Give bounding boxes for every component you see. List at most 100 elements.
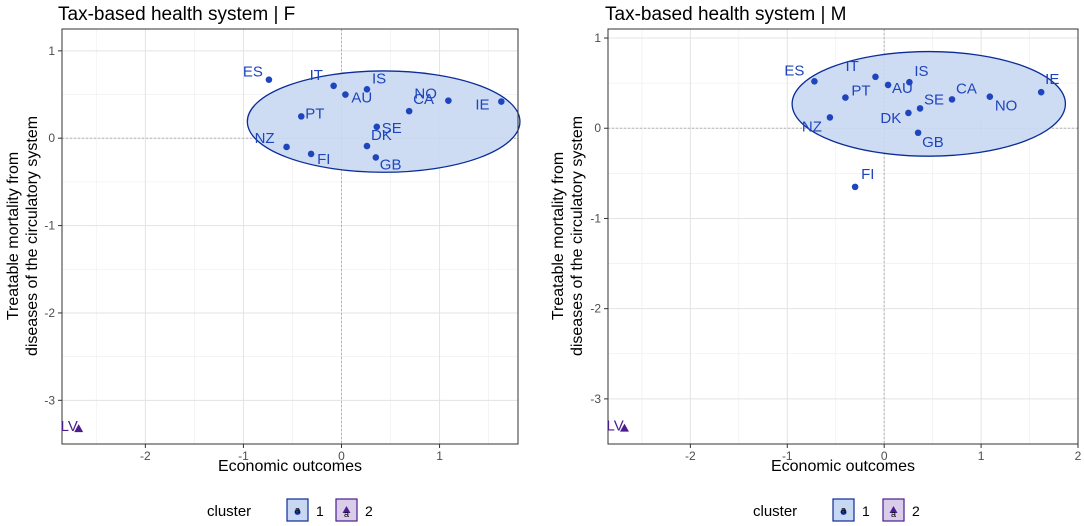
panel-male-title: Tax-based health system | M: [605, 4, 846, 25]
panel-male-point-dk: [905, 109, 912, 117]
panel-male-y-ticks: -3 -2 -1 0 1: [590, 31, 608, 406]
panel-male-label-gb: GB: [922, 134, 944, 151]
legend-female-label-1: 1: [316, 503, 324, 519]
panel-male-point-es: [811, 78, 818, 85]
panel-female-title: Tax-based health system | F: [58, 4, 295, 25]
panel-female-label-no: NO: [414, 86, 437, 103]
panel-male-points: ES IT IS IE PT AU CA SE NO NZ DK GB FI LV: [606, 58, 1059, 435]
legend-female-title: cluster: [207, 503, 251, 520]
panel-male-ytick-label: -1: [590, 211, 601, 225]
panel-female-label-pt: PT: [305, 105, 324, 122]
panel-male-xtick-label: 0: [881, 449, 888, 463]
legend-male-key-1-dot: [840, 509, 847, 515]
panel-male-xtick-label: 2: [1075, 449, 1082, 463]
panel-male-label-pt: PT: [851, 83, 870, 100]
panel-female-label-it: IT: [310, 67, 323, 84]
panel-male-label-it: IT: [845, 58, 858, 75]
legend-male-key-2-triangle: [889, 506, 898, 513]
panel-female-point-no: [445, 97, 452, 104]
panel-female-point-ie: [498, 98, 505, 105]
panel-female-label-is: IS: [372, 70, 386, 87]
panel-male-point-fi: [851, 183, 859, 191]
panel-female-ytick-label: 1: [48, 44, 55, 58]
panel-female-ylabel-line1: Treatable mortality from: [5, 152, 22, 320]
panel-female-ytick-label: -2: [44, 306, 55, 320]
panel-female-point-pt: [297, 113, 305, 120]
panel-female-point-dk: [363, 142, 371, 150]
panel-female-xtick-label: -2: [140, 449, 151, 463]
panel-male-point-pt: [842, 94, 849, 101]
panel-female-point-gb: [372, 154, 380, 161]
panel-male-label-au: AU: [892, 80, 913, 97]
panel-male-label-dk: DK: [880, 110, 901, 127]
panel-female-point-se: [373, 123, 381, 131]
panel-male-point-ca: [948, 96, 956, 103]
panel-female-point-nz: [283, 143, 290, 151]
panel-female-label-dk: DK: [371, 127, 392, 144]
panel-female-label-au: AU: [351, 90, 372, 107]
panel-female-x-ticks: -2 -1 0 1: [140, 444, 443, 463]
legend-female-label-2: 2: [365, 503, 373, 519]
panel-male-label-ie: IE: [1045, 71, 1059, 88]
panel-male-point-lv: [619, 423, 629, 432]
panel-female-point-fi: [307, 150, 315, 158]
panel-female-xtick-label: 1: [436, 449, 443, 463]
panel-male-point-au: [884, 81, 892, 89]
panel-male-frame: [607, 28, 1079, 445]
panel-female-label-ie: IE: [475, 97, 489, 114]
panel-male-point-nz: [826, 114, 834, 121]
panel-female-xlabel: Economic outcomes: [218, 458, 362, 475]
panel-male-ytick-label: 1: [594, 31, 601, 45]
panel-male-label-se: SE: [924, 91, 944, 108]
panel-male-point-it: [872, 73, 879, 81]
panel-male-ytick-label: 0: [594, 121, 601, 135]
panel-male-x-ticks: -2 -1 0 1 2: [685, 444, 1082, 463]
legend-female-key-2-triangle: [342, 506, 351, 513]
panel-male: Tax-based health system | M -3-2-101 -2-…: [550, 4, 1082, 475]
panel-male-ytick-label: -3: [590, 392, 601, 406]
panel-female-point-lv: [74, 424, 84, 433]
panel-female-ylabel-line2: diseases of the circulatory system: [24, 116, 41, 356]
legend-male-key-2-glyph: a: [891, 509, 896, 519]
legend-male-label-2: 2: [912, 503, 920, 519]
panel-female-xtick-label: -1: [238, 449, 249, 463]
panel-female-label-es: ES: [243, 64, 263, 81]
panel-male-xtick-label: -2: [685, 449, 696, 463]
panel-female-frame: [61, 28, 519, 445]
panel-male-label-is: IS: [914, 63, 928, 80]
panel-male-label-nz: NZ: [802, 118, 822, 135]
legend-female: cluster a 1 a 2: [207, 498, 373, 522]
legend-male: cluster a 1 a 2: [753, 498, 920, 522]
panel-male-label-es: ES: [784, 62, 804, 79]
panel-female-ytick-label: -1: [44, 219, 55, 233]
panel-female-point-is: [363, 85, 371, 93]
legend-male-title: cluster: [753, 503, 797, 520]
panel-male-ellipse-cluster-1: [791, 50, 1067, 157]
panel-female-ellipse-cluster-1: [246, 70, 521, 173]
panel-male-label-ca: CA: [956, 80, 977, 97]
panel-male-ylabel-line1: Treatable mortality from: [550, 152, 567, 320]
panel-female-ytick-label: 0: [48, 131, 55, 145]
panel-female-y-ticks: -3 -2 -1 0 1: [44, 44, 62, 407]
panel-male-xtick-label: -1: [782, 449, 793, 463]
panel-female-point-es: [265, 76, 273, 83]
panel-female-ytick-label: -3: [44, 393, 55, 407]
panel-female-label-se: SE: [382, 120, 402, 137]
panel-female-label-gb: GB: [380, 156, 402, 173]
panel-female-xtick-label: 0: [338, 449, 345, 463]
panel-male-label-fi: FI: [861, 166, 874, 183]
panel-female-point-au: [342, 91, 349, 98]
panel-female-point-it: [330, 82, 337, 90]
legend-female-key-2-glyph: a: [344, 509, 349, 519]
panel-female-point-ca: [405, 107, 413, 115]
panel-male-point-gb: [914, 129, 922, 137]
panel-male-ylabel-line2: diseases of the circulatory system: [569, 116, 586, 356]
panel-female: Tax-based health system | F -3-2-101 -2-…: [5, 4, 521, 475]
legend-female-key-1-glyph: a: [295, 506, 301, 517]
panel-male-point-ie: [1037, 88, 1045, 96]
legend-male-label-1: 1: [862, 503, 870, 519]
panel-male-point-no: [986, 93, 994, 100]
panel-female-label-ca: CA: [413, 91, 434, 108]
legend-male-key-1-glyph: a: [841, 506, 847, 517]
